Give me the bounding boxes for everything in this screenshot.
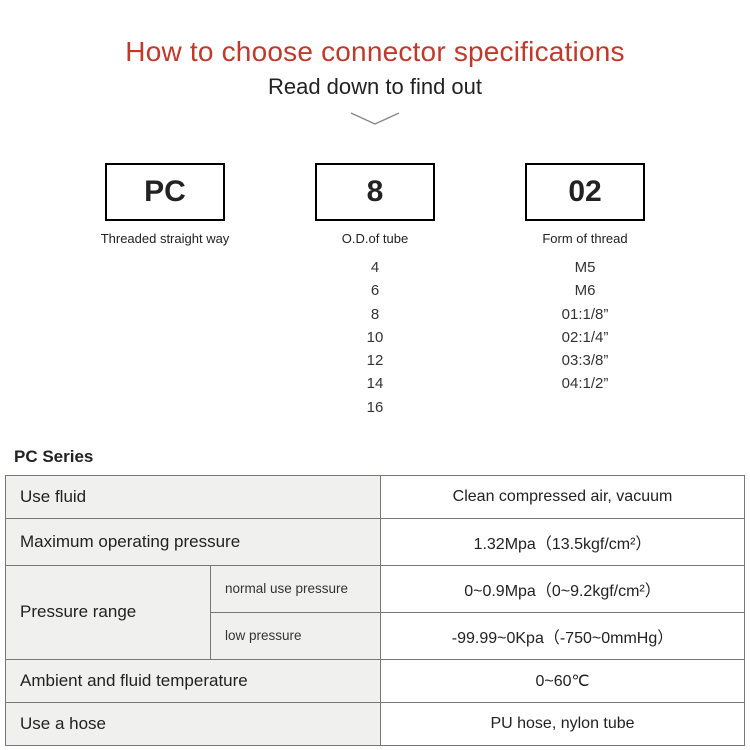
- spec-code-box: PC: [105, 163, 225, 221]
- table-value: Clean compressed air, vacuum: [381, 475, 745, 518]
- table-sublabel: normal use pressure: [211, 565, 381, 612]
- spec-caption: O.D.of tube: [300, 231, 450, 246]
- spec-option: 6: [300, 279, 450, 302]
- table-value: PU hose, nylon tube: [381, 702, 745, 745]
- spec-options-list: 46810121416: [300, 256, 450, 419]
- spec-option: 02:1/4”: [510, 326, 660, 349]
- spec-option: 01:1/8”: [510, 303, 660, 326]
- table-label: Maximum operating pressure: [6, 518, 381, 565]
- spec-column: PC Threaded straight way: [90, 163, 240, 419]
- spec-column: 8O.D.of tube46810121416: [300, 163, 450, 419]
- table-row: Ambient and fluid temperature0~60℃: [6, 659, 745, 702]
- table-label: Use fluid: [6, 475, 381, 518]
- spec-code-box: 8: [315, 163, 435, 221]
- spec-option: 12: [300, 349, 450, 372]
- table-value: 0~0.9Mpa（0~9.2kgf/cm²）: [381, 565, 745, 612]
- table-label: Ambient and fluid temperature: [6, 659, 381, 702]
- table-value: -99.99~0Kpa（-750~0mmHg）: [381, 612, 745, 659]
- table-row: Use fluidClean compressed air, vacuum: [6, 475, 745, 518]
- table-row: Use a hosePU hose, nylon tube: [6, 702, 745, 745]
- spec-table: Use fluidClean compressed air, vacuumMax…: [5, 475, 745, 746]
- table-row: Pressure rangenormal use pressure0~0.9Mp…: [6, 565, 745, 612]
- spec-option: 16: [300, 396, 450, 419]
- spec-option: 14: [300, 372, 450, 395]
- table-label: Pressure range: [6, 565, 211, 659]
- spec-option: 03:3/8”: [510, 349, 660, 372]
- spec-caption: Threaded straight way: [90, 231, 240, 246]
- spec-option: M5: [510, 256, 660, 279]
- spec-code-row: PCThreaded straight way8O.D.of tube46810…: [0, 163, 750, 419]
- page-subtitle: Read down to find out: [0, 68, 750, 100]
- spec-option: 04:1/2”: [510, 372, 660, 395]
- table-row: Maximum operating pressure1.32Mpa（13.5kg…: [6, 518, 745, 565]
- chevron-down-icon: [0, 100, 750, 163]
- spec-column: 02 Form of thread M5M601:1/8”02:1/4”03:3/8…: [510, 163, 660, 419]
- table-value: 1.32Mpa（13.5kgf/cm²）: [381, 518, 745, 565]
- table-label: Use a hose: [6, 702, 381, 745]
- table-sublabel: low pressure: [211, 612, 381, 659]
- table-value: 0~60℃: [381, 659, 745, 702]
- spec-option: 10: [300, 326, 450, 349]
- spec-options-list: M5M601:1/8”02:1/4”03:3/8”04:1/2”: [510, 256, 660, 396]
- spec-option: M6: [510, 279, 660, 302]
- series-label: PC Series: [0, 419, 750, 475]
- spec-code-box: 02: [525, 163, 645, 221]
- spec-option: 4: [300, 256, 450, 279]
- spec-option: 8: [300, 303, 450, 326]
- page-title: How to choose connector specifications: [0, 0, 750, 68]
- spec-caption: Form of thread: [510, 231, 660, 246]
